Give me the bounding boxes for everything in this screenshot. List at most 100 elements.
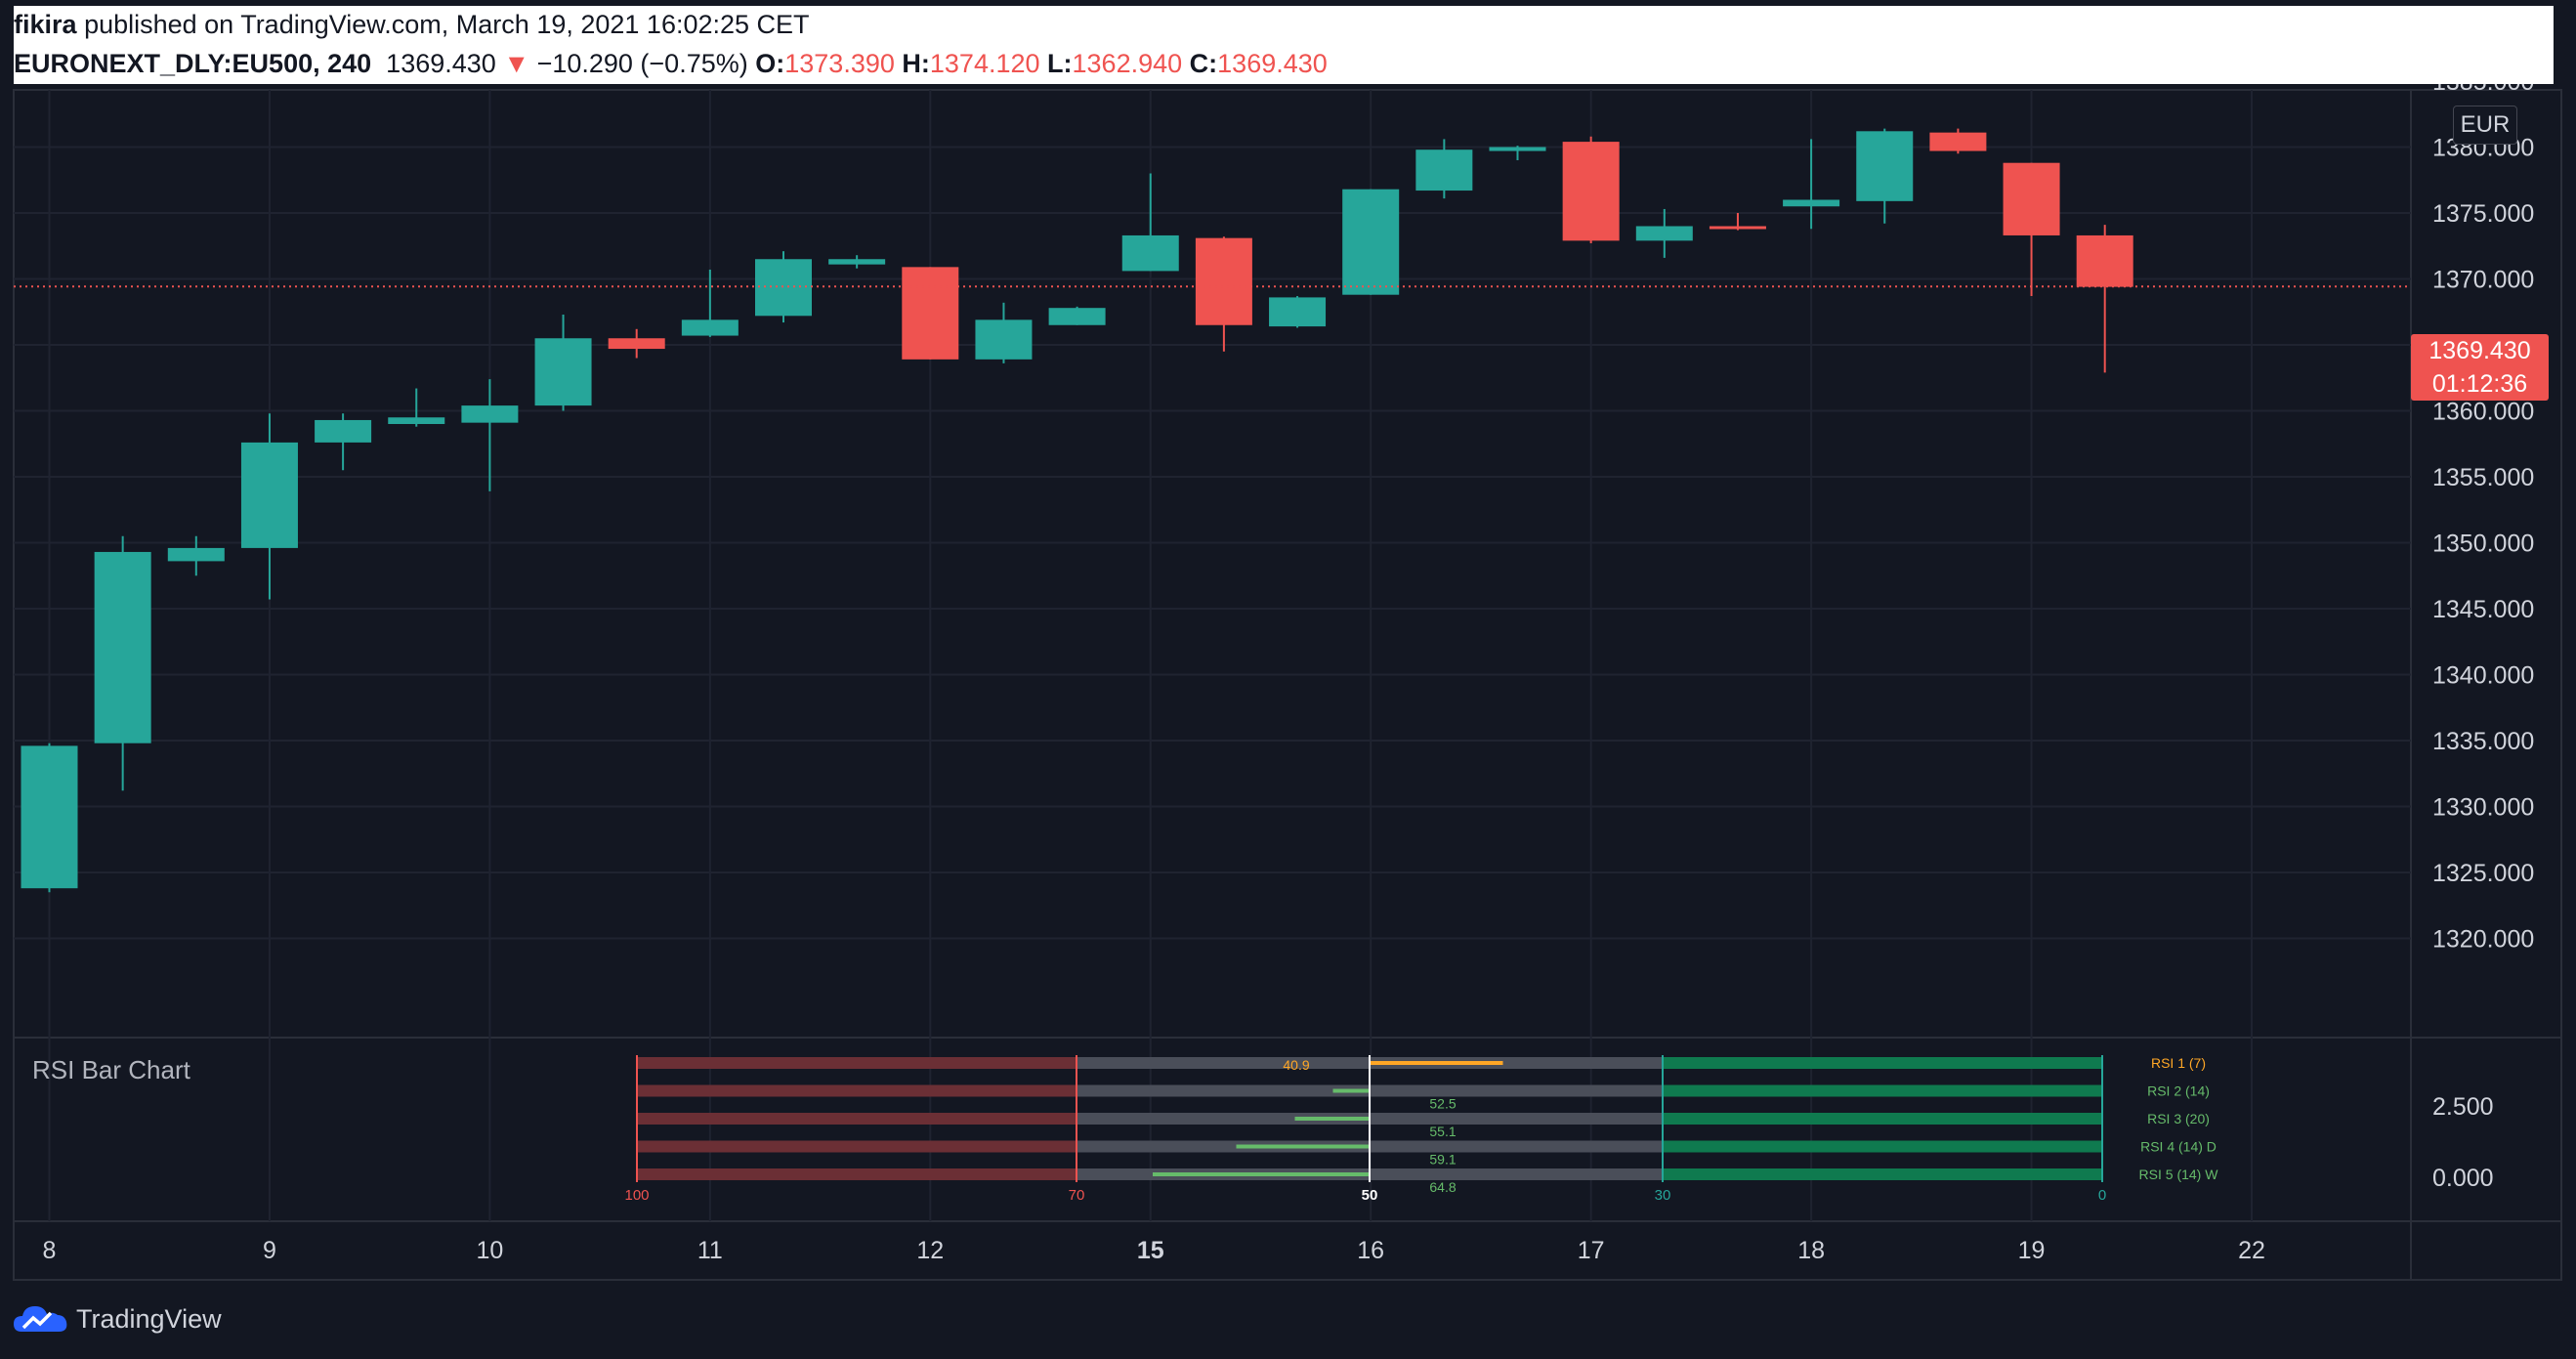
price-tick-label: 1355.000 — [2432, 464, 2534, 491]
candle-body — [315, 419, 372, 443]
candle-body — [1929, 132, 1987, 151]
candle-up — [828, 255, 886, 269]
candle-body — [1048, 308, 1106, 325]
time-tick-label: 11 — [697, 1237, 723, 1264]
candle-body — [1269, 297, 1327, 327]
tradingview-cloud-icon — [14, 1306, 67, 1332]
down-arrow-icon: ▼ — [503, 49, 530, 78]
author-name: fikira — [14, 10, 77, 39]
open-value: 1373.390 — [784, 49, 895, 78]
rsi-series-label: RSI 5 (14) W — [2139, 1167, 2219, 1182]
candle-body — [21, 745, 78, 889]
price-tick-label: 1350.000 — [2432, 531, 2534, 558]
rsi-zone-oversold — [1663, 1084, 2102, 1097]
tradingview-logo[interactable]: TradingView — [14, 1299, 222, 1338]
candle-down — [1929, 128, 1987, 154]
time-axis[interactable]: 8 9 10 11 12 15 16 17 18 19 22 — [43, 1237, 2265, 1264]
rsi-axis-label: 2.500 — [2432, 1093, 2494, 1121]
candle-body — [167, 547, 225, 562]
candle-up — [1048, 306, 1106, 325]
rsi-value-label: 64.8 — [1429, 1179, 1456, 1195]
candle-body — [1635, 226, 1693, 241]
candle-body — [240, 442, 298, 548]
chart-border — [13, 89, 2562, 1281]
candle-up — [94, 535, 151, 791]
candle-body — [461, 405, 519, 423]
candle-body — [2076, 234, 2133, 287]
last-price-badge-value: 1369.430 — [2428, 337, 2531, 364]
candle-up — [388, 388, 445, 427]
candle-body — [2003, 162, 2060, 235]
candle-body — [828, 259, 886, 265]
rsi-series-label: RSI 2 (14) — [2147, 1083, 2210, 1099]
candle-up — [461, 379, 519, 491]
time-tick-label: 9 — [263, 1237, 276, 1264]
candle-down — [902, 267, 959, 360]
high-value: 1374.120 — [929, 49, 1040, 78]
candle-body — [1342, 189, 1400, 295]
candle-down — [2076, 225, 2133, 373]
candle-body — [1489, 147, 1546, 151]
candle-body — [534, 338, 592, 406]
rsi-value-label: 52.5 — [1429, 1096, 1456, 1112]
candle-body — [975, 319, 1033, 360]
close-label: C: — [1189, 49, 1218, 78]
indicator-title[interactable]: RSI Bar Chart — [32, 1055, 190, 1084]
header-banner: fikira published on TradingView.com, Mar… — [14, 6, 2554, 84]
price-tick-label: 1335.000 — [2432, 728, 2534, 755]
time-tick-label: 22 — [2238, 1237, 2265, 1264]
low-label: L: — [1047, 49, 1073, 78]
rsi-scale-label: 30 — [1655, 1187, 1671, 1204]
candle-up — [167, 535, 225, 576]
candle-up — [315, 413, 372, 471]
price-tick-label: 1320.000 — [2432, 926, 2534, 954]
candle-up — [534, 314, 592, 411]
rsi-zone-overbought — [637, 1168, 1077, 1180]
price-tick-label: 1360.000 — [2432, 399, 2534, 426]
candle-up — [1489, 146, 1546, 160]
close-value: 1369.430 — [1217, 49, 1328, 78]
chart-frame — [13, 89, 2562, 1281]
open-label: O: — [755, 49, 785, 78]
candle-down — [1195, 236, 1252, 352]
rsi-scale-label: 0 — [2098, 1187, 2106, 1204]
grid-lines — [14, 90, 2411, 1221]
rsi-scale-label: 100 — [624, 1187, 649, 1204]
rsi-zone-overbought — [637, 1113, 1077, 1125]
price-tick-label: 1345.000 — [2432, 596, 2534, 623]
candle-down — [2003, 162, 2060, 297]
time-tick-label: 10 — [476, 1237, 503, 1264]
candles-layer — [14, 128, 2411, 893]
time-tick-label: 15 — [1137, 1237, 1164, 1264]
currency-badge[interactable]: EUR — [2453, 106, 2517, 145]
rsi-zone-oversold — [1663, 1057, 2102, 1069]
price-tick-label: 1325.000 — [2432, 860, 2534, 887]
candle-body — [1783, 199, 1840, 207]
rsi-zone-overbought — [637, 1084, 1077, 1097]
bar-countdown: 01:12:36 — [2431, 370, 2528, 398]
candle-body — [388, 417, 445, 424]
candle-up — [1121, 173, 1179, 272]
price-tick-label: 1375.000 — [2432, 200, 2534, 228]
price-tick-label: 1340.000 — [2432, 662, 2534, 690]
price-change: −10.290 (−0.75%) — [536, 49, 748, 78]
time-tick-label: 8 — [43, 1237, 57, 1264]
candle-up — [240, 413, 298, 600]
candle-up — [1856, 128, 1914, 224]
candle-body — [1709, 226, 1766, 230]
candle-body — [608, 338, 665, 350]
publish-info: fikira published on TradingView.com, Mar… — [14, 10, 810, 40]
price-tick-label: 1370.000 — [2432, 267, 2534, 294]
candle-body — [1415, 149, 1473, 191]
rsi-panel: 40.9 RSI 1 (7) 52.5 RSI 2 (14) 55.1 RSI 3 (20… — [624, 1055, 2218, 1204]
candle-body — [1195, 237, 1252, 325]
candle-up — [1635, 208, 1693, 258]
time-tick-label: 18 — [1797, 1237, 1825, 1264]
candle-up — [1415, 139, 1473, 199]
low-value: 1362.940 — [1072, 49, 1183, 78]
price-tick-label: 1330.000 — [2432, 794, 2534, 822]
candle-body — [1562, 142, 1620, 241]
published-text: published on TradingView.com, March 19, … — [84, 10, 810, 39]
candle-up — [1342, 189, 1400, 295]
